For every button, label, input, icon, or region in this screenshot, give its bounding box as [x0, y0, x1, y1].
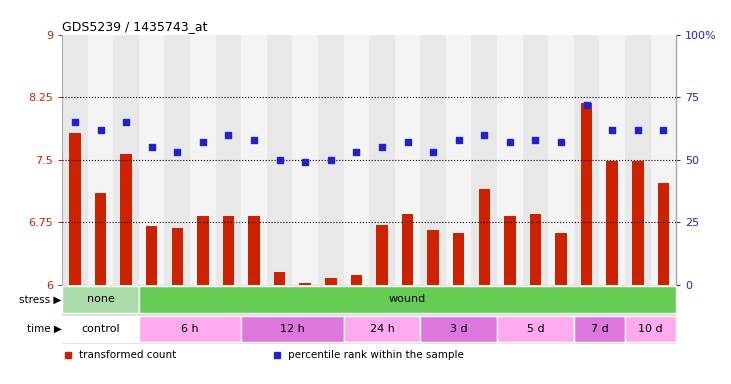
Bar [318, 35, 344, 285]
Text: 24 h: 24 h [369, 324, 395, 334]
Point [222, 131, 234, 137]
Bar [530, 214, 541, 285]
Point [427, 149, 439, 155]
Bar [395, 35, 420, 285]
Bar [62, 286, 139, 313]
Bar [428, 230, 439, 285]
Bar [574, 316, 625, 342]
Bar [420, 35, 446, 285]
Bar [479, 189, 490, 285]
Point [453, 136, 465, 142]
Bar [325, 278, 336, 285]
Bar [581, 103, 592, 285]
Bar [113, 35, 139, 285]
Bar [402, 214, 413, 285]
Point [581, 101, 593, 108]
Bar [446, 35, 471, 285]
Bar [146, 226, 157, 285]
Point [478, 131, 490, 137]
Point [300, 159, 311, 165]
Bar [369, 35, 395, 285]
Bar [172, 228, 183, 285]
Bar [216, 35, 241, 285]
Bar [376, 225, 387, 285]
Text: 12 h: 12 h [280, 324, 305, 334]
Bar [267, 35, 292, 285]
Point [249, 136, 260, 142]
Bar [497, 35, 523, 285]
Bar [471, 35, 497, 285]
Point [606, 126, 618, 132]
Point [504, 139, 516, 145]
Bar [88, 35, 113, 285]
Text: time ▶: time ▶ [26, 324, 61, 334]
Bar [95, 193, 106, 285]
Bar [249, 216, 260, 285]
Bar [190, 35, 216, 285]
Point [351, 149, 363, 155]
Bar [139, 286, 676, 313]
Bar [351, 275, 362, 285]
Point [95, 126, 107, 132]
Bar [344, 316, 420, 342]
Bar [453, 233, 464, 285]
Point [69, 119, 81, 125]
Text: percentile rank within the sample: percentile rank within the sample [288, 350, 464, 360]
Bar [504, 216, 515, 285]
Bar [62, 35, 88, 285]
Text: wound: wound [389, 294, 426, 305]
Bar [197, 216, 208, 285]
Bar [607, 161, 618, 285]
Bar [497, 316, 574, 342]
Bar [62, 316, 139, 342]
Bar [344, 35, 369, 285]
Bar [548, 35, 574, 285]
Text: 5 d: 5 d [526, 324, 545, 334]
Bar [241, 35, 267, 285]
Bar [632, 161, 643, 285]
Bar [625, 316, 676, 342]
Bar [274, 272, 285, 285]
Bar [164, 35, 190, 285]
Text: 6 h: 6 h [181, 324, 199, 334]
Bar [523, 35, 548, 285]
Bar [625, 35, 651, 285]
Text: transformed count: transformed count [80, 350, 177, 360]
Bar [300, 283, 311, 285]
Point [145, 144, 158, 150]
Bar [556, 233, 567, 285]
Bar [69, 133, 80, 285]
Point [632, 126, 644, 132]
Bar [599, 35, 625, 285]
Point [376, 144, 387, 150]
Bar [121, 154, 132, 285]
Point [658, 126, 670, 132]
Bar [292, 35, 318, 285]
Point [171, 149, 183, 155]
Point [273, 157, 285, 163]
Text: control: control [81, 324, 120, 334]
Bar [241, 316, 344, 342]
Bar [420, 316, 497, 342]
Bar [139, 316, 241, 342]
Point [529, 136, 541, 142]
Point [556, 139, 567, 145]
Text: stress ▶: stress ▶ [19, 294, 61, 305]
Point [120, 119, 132, 125]
Text: none: none [86, 294, 115, 305]
Text: GDS5239 / 1435743_at: GDS5239 / 1435743_at [62, 20, 208, 33]
Point [197, 139, 209, 145]
Text: 3 d: 3 d [450, 324, 468, 334]
Bar [651, 35, 676, 285]
Point [402, 139, 414, 145]
Bar [574, 35, 599, 285]
Text: 10 d: 10 d [638, 324, 663, 334]
Bar [223, 216, 234, 285]
Bar [139, 35, 164, 285]
Bar [658, 183, 669, 285]
Text: 7 d: 7 d [591, 324, 608, 334]
Point [325, 157, 336, 163]
